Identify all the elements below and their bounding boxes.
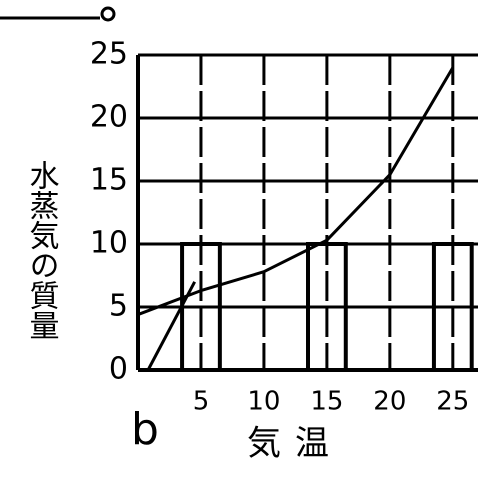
y-tick-label: 25 bbox=[90, 37, 128, 72]
x-tick-label: 25 bbox=[436, 387, 469, 417]
y-tick-label: 10 bbox=[90, 226, 128, 261]
x-tick-label: 20 bbox=[373, 387, 406, 417]
x-tick-label: 15 bbox=[310, 387, 343, 417]
decor-circle bbox=[100, 6, 116, 22]
y-tick-label: 0 bbox=[109, 352, 128, 387]
bar bbox=[431, 242, 474, 372]
annotation: b bbox=[131, 404, 159, 455]
curve bbox=[146, 281, 196, 371]
y-axis-label: 水蒸気の質量 bbox=[24, 160, 59, 340]
y-tick-label: 5 bbox=[109, 289, 128, 324]
y-tick-label: 15 bbox=[90, 163, 128, 198]
x-tick-label: 10 bbox=[247, 387, 280, 417]
curve bbox=[137, 66, 455, 316]
x-axis-label: 気温 bbox=[247, 424, 343, 464]
bar bbox=[306, 242, 348, 372]
x-tick-label: 5 bbox=[193, 387, 210, 417]
y-tick-label: 20 bbox=[90, 100, 128, 135]
